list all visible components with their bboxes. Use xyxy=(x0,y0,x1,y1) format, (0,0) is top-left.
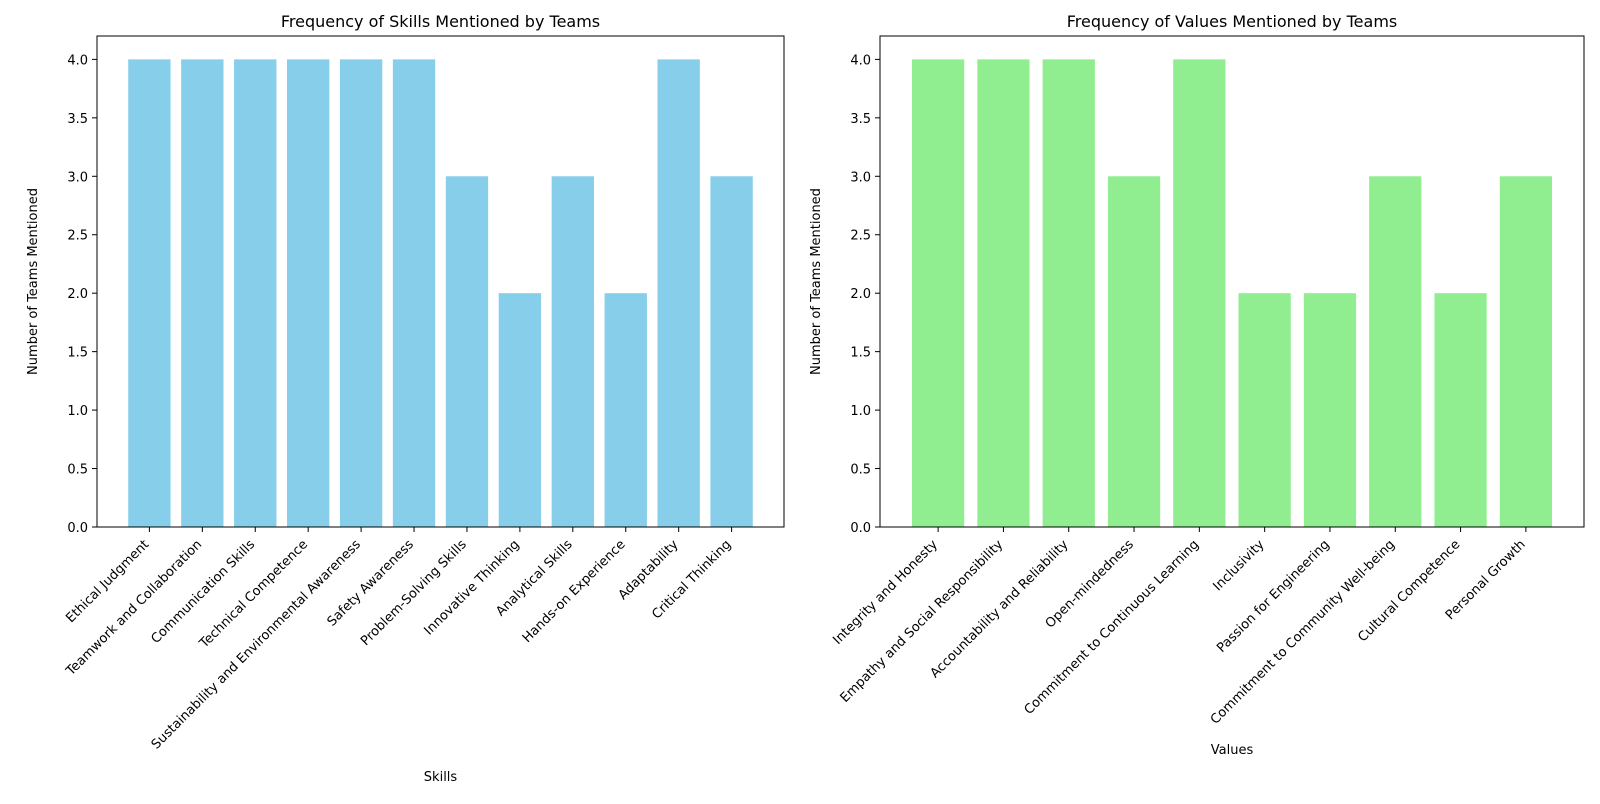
values-bar xyxy=(1238,293,1291,527)
values-y-axis-label: Number of Teams Mentioned xyxy=(809,188,824,375)
skills-xtick-label: Communication Skills xyxy=(148,537,258,647)
values-bar xyxy=(1042,59,1095,527)
skills-bar xyxy=(604,293,647,527)
skills-xtick-label: Innovative Thinking xyxy=(422,537,523,638)
values-ytick-label: 2.5 xyxy=(850,229,871,244)
values-ytick-label: 1.5 xyxy=(850,346,871,361)
values-x-axis-label: Values xyxy=(1211,743,1254,758)
values-bar xyxy=(1369,176,1422,528)
skills-ytick-label: 2.5 xyxy=(67,229,88,244)
values-ytick-label: 2.0 xyxy=(850,287,871,302)
skills-bar xyxy=(339,59,383,527)
skills-bar xyxy=(287,59,330,527)
skills-ytick-label: 2.0 xyxy=(67,287,88,302)
values-bar xyxy=(1107,176,1161,528)
skills-ytick-label: 4.0 xyxy=(67,53,88,68)
values-axes-frame xyxy=(879,35,1585,528)
values-ytick-label: 0.5 xyxy=(850,463,871,478)
skills-bar xyxy=(498,293,542,527)
skills-ytick-label: 1.0 xyxy=(67,404,88,419)
skills-ytick-label: 0.0 xyxy=(67,521,88,536)
values-ytick-label: 3.5 xyxy=(850,112,871,127)
skills-xtick-label: Problem-Solving Skills xyxy=(358,537,470,649)
skills-chart-title: Frequency of Skills Mentioned by Teams xyxy=(281,12,600,31)
values-ytick-label: 3.0 xyxy=(850,170,871,185)
values-bar xyxy=(912,59,965,527)
skills-ytick-label: 1.5 xyxy=(67,346,88,361)
skills-bar xyxy=(181,59,224,527)
skills-y-axis-label: Number of Teams Mentioned xyxy=(26,188,41,375)
skills-ytick-label: 0.5 xyxy=(67,463,88,478)
values-ytick-label: 4.0 xyxy=(850,53,871,68)
skills-bar xyxy=(128,59,171,527)
values-bar xyxy=(1303,293,1357,527)
values-bar xyxy=(1499,176,1552,528)
values-ytick-label: 1.0 xyxy=(850,404,871,419)
skills-xtick-label: Technical Competence xyxy=(196,537,311,652)
values-ytick-label: 0.0 xyxy=(850,521,871,536)
skills-bar xyxy=(445,176,489,528)
skills-bar xyxy=(551,176,594,528)
skills-bar xyxy=(234,59,277,527)
skills-bar xyxy=(710,176,753,528)
values-chart-title: Frequency of Values Mentioned by Teams xyxy=(1067,12,1397,31)
skills-xtick-label: Hands-on Experience xyxy=(520,537,629,646)
skills-x-axis-label: Skills xyxy=(424,770,458,785)
skills-ytick-label: 3.0 xyxy=(67,170,88,185)
skills-bar xyxy=(392,59,436,527)
values-xtick-label: Passion for Engineering xyxy=(1214,537,1333,656)
skills-bar xyxy=(657,59,700,527)
skills-ytick-label: 3.5 xyxy=(67,112,88,127)
values-xtick-label: Inclusivity xyxy=(1211,537,1268,594)
values-bar xyxy=(977,59,1030,527)
values-xtick-label: Accountability and Reliability xyxy=(928,537,1072,681)
values-xtick-label: Integrity and Honesty xyxy=(830,537,941,648)
skills-axes-frame xyxy=(96,35,785,528)
values-bar xyxy=(1173,59,1226,527)
values-bar xyxy=(1434,293,1487,527)
